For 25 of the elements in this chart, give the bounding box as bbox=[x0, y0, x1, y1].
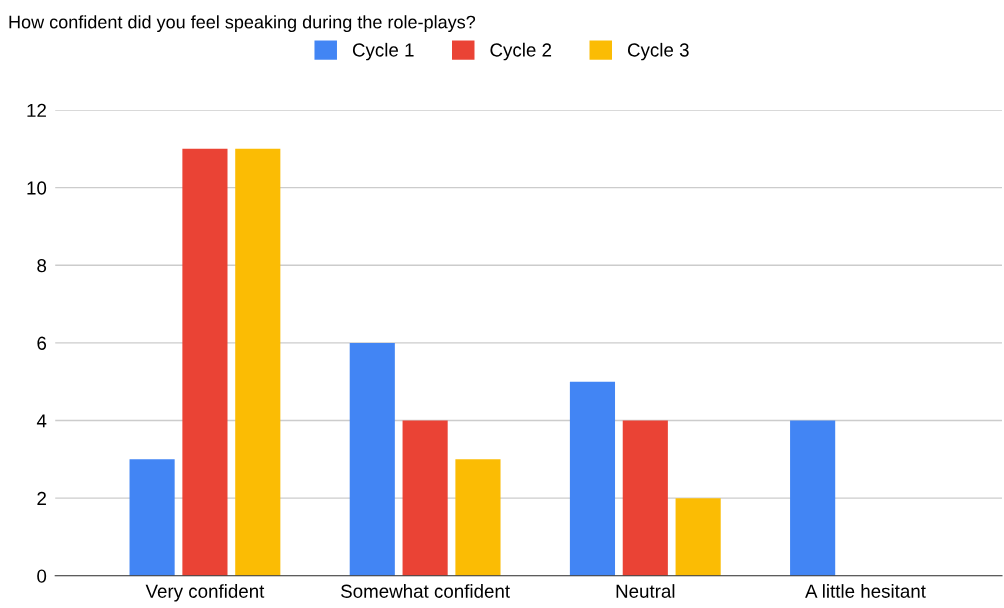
bar bbox=[402, 420, 448, 576]
x-tick-label: Very confident bbox=[145, 584, 265, 602]
y-tick-label: 8 bbox=[37, 258, 47, 273]
chart-title: How confident did you feel speaking during the role-plays? bbox=[9, 15, 476, 33]
x-tick-label: Neutral bbox=[616, 584, 675, 598]
legend-label: Cycle 1 bbox=[352, 42, 414, 61]
bar bbox=[455, 459, 501, 576]
x-tick-label: A little hesitant bbox=[805, 584, 926, 598]
bar bbox=[129, 459, 175, 576]
bar bbox=[182, 148, 228, 576]
y-tick-label: 10 bbox=[27, 181, 47, 195]
y-tick-label: 2 bbox=[37, 491, 46, 505]
bar bbox=[569, 381, 616, 576]
bar bbox=[790, 420, 836, 576]
legend-label: Cycle 2 bbox=[490, 42, 552, 61]
bar bbox=[235, 148, 281, 576]
bar bbox=[349, 342, 395, 576]
legend-label: Cycle 3 bbox=[627, 42, 689, 61]
y-tick-label: 0 bbox=[37, 569, 47, 583]
bar bbox=[675, 498, 721, 576]
y-tick-label: 6 bbox=[37, 336, 47, 350]
bar bbox=[622, 420, 668, 576]
y-tick-label: 4 bbox=[36, 414, 47, 428]
x-tick-label: Somewhat confident bbox=[341, 584, 510, 598]
y-tick-label: 12 bbox=[27, 103, 46, 117]
